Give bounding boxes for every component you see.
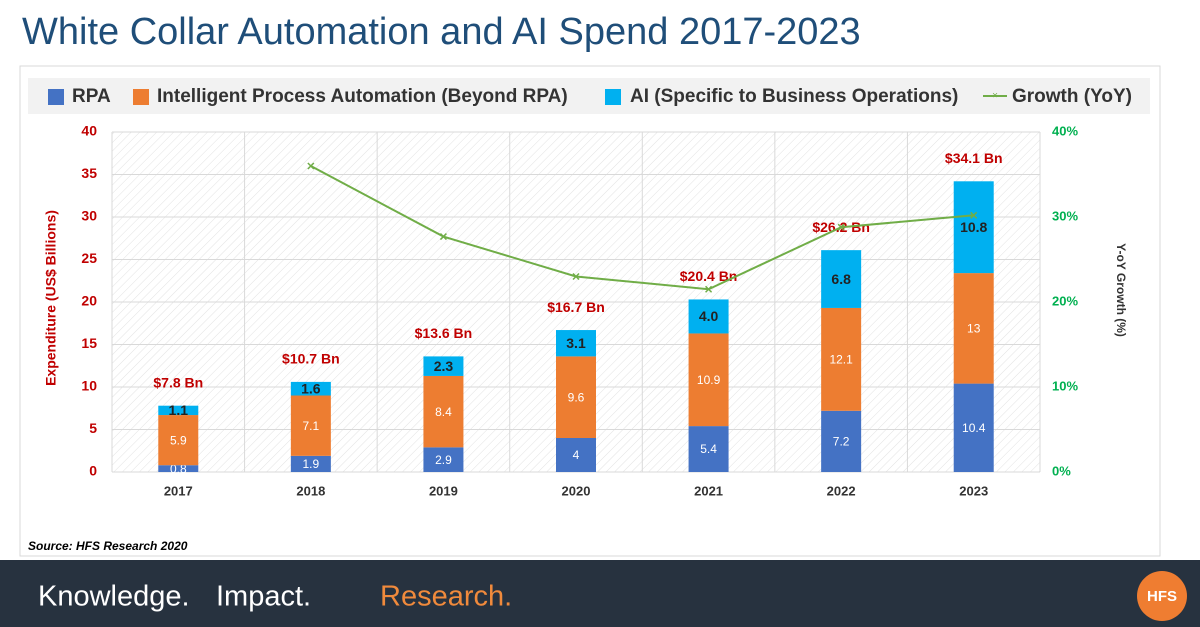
bar-segment: [556, 438, 596, 472]
data-label: 5.4: [700, 442, 717, 456]
y-tick-label: 5: [89, 420, 97, 436]
bar-segment: [158, 465, 199, 472]
source-note: Source: HFS Research 2020: [28, 539, 188, 553]
y2-tick-label: 40%: [1052, 123, 1078, 138]
growth-line: [310, 165, 974, 291]
chart-title: White Collar Automation and AI Spend 201…: [22, 11, 861, 53]
data-label: 2.3: [434, 358, 454, 374]
legend-swatch: [133, 89, 149, 105]
data-label: 0.8: [170, 462, 187, 476]
growth-marker: [705, 285, 713, 293]
total-label: $13.6 Bn: [415, 325, 473, 341]
x-tick-label: 2018: [296, 483, 325, 498]
growth-marker: [837, 223, 845, 231]
total-label: $7.8 Bn: [153, 374, 203, 390]
logo: [1137, 571, 1187, 621]
bar-segment: [556, 356, 596, 438]
bar-segment: [953, 383, 994, 472]
x-tick-label: 2022: [827, 483, 856, 498]
footer-word: Impact.: [216, 581, 311, 613]
legend-swatch: [605, 89, 621, 105]
legend-marker: ×: [992, 91, 998, 102]
growth-marker: [970, 211, 978, 219]
bar-segment: [290, 381, 331, 396]
bar-segment: [290, 455, 331, 472]
y-tick-label: 40: [81, 123, 97, 139]
y2-tick-label: 20%: [1052, 293, 1078, 308]
bar-segment: [688, 333, 729, 427]
data-label: 12.1: [829, 353, 853, 367]
bar-segment: [821, 410, 862, 472]
growth-marker: [307, 162, 315, 170]
bar-segment: [688, 299, 729, 334]
y2-tick-label: 30%: [1052, 208, 1078, 223]
legend-swatch: [48, 89, 64, 105]
y-tick-label: 15: [81, 335, 97, 351]
bar-segment: [821, 307, 862, 411]
x-tick-label: 2017: [164, 483, 193, 498]
data-label: 7.1: [303, 419, 320, 433]
legend-bg: [28, 78, 1150, 114]
y-tick-label: 0: [89, 463, 97, 479]
bar-segment: [158, 405, 199, 416]
total-label: $16.7 Bn: [547, 299, 605, 315]
legend-label: Growth (YoY): [1012, 86, 1132, 107]
x-tick-label: 2021: [694, 483, 723, 498]
footer-word: Research.: [380, 581, 512, 613]
data-label: 8.4: [435, 405, 452, 419]
y-tick-label: 35: [81, 165, 97, 181]
data-label: 4.0: [699, 308, 719, 324]
data-label: 2.9: [435, 453, 452, 467]
legend-label: RPA: [72, 86, 111, 107]
data-label: 4: [573, 448, 580, 462]
data-label: 10.9: [697, 373, 721, 387]
total-label: $10.7 Bn: [282, 351, 340, 367]
bar-segment: [821, 250, 862, 308]
data-label: 6.8: [831, 271, 851, 287]
x-tick-label: 2019: [429, 483, 458, 498]
data-label: 10.8: [960, 219, 987, 235]
x-tick-label: 2020: [562, 483, 591, 498]
data-label: 1.1: [169, 402, 189, 418]
bar-segment: [423, 447, 464, 472]
bar-segment: [290, 395, 331, 456]
total-label: $34.1 Bn: [945, 150, 1003, 166]
bar-segment: [953, 181, 994, 274]
y-axis-title: Expenditure (US$ Billions): [43, 210, 59, 386]
bar-segment: [158, 415, 199, 466]
data-label: 10.4: [962, 421, 986, 435]
bar-segment: [688, 426, 729, 472]
data-label: 9.6: [568, 390, 585, 404]
data-label: 5.9: [170, 433, 187, 447]
y-tick-label: 20: [81, 293, 97, 309]
legend-label: Intelligent Process Automation (Beyond R…: [157, 86, 568, 107]
data-label: 1.9: [303, 457, 320, 471]
bar-segment: [423, 356, 464, 376]
y-tick-label: 25: [81, 250, 97, 266]
legend-label: AI (Specific to Business Operations): [630, 86, 958, 107]
bar-segment: [953, 273, 994, 384]
y-tick-label: 30: [81, 208, 97, 224]
x-tick-label: 2023: [959, 483, 988, 498]
data-label: 3.1: [566, 335, 586, 351]
bar-segment: [556, 330, 596, 357]
growth-marker: [439, 233, 447, 241]
y-tick-label: 10: [81, 378, 97, 394]
y2-tick-label: 10%: [1052, 378, 1078, 393]
footer-band: [0, 560, 1200, 627]
total-label: $20.4 Bn: [680, 268, 738, 284]
data-label: 7.2: [833, 435, 850, 449]
logo-text: HFS: [1147, 588, 1177, 605]
data-label: 1.6: [301, 380, 321, 396]
data-label: 13: [967, 322, 981, 336]
growth-marker: [572, 272, 580, 281]
y2-tick-label: 0%: [1052, 463, 1071, 478]
bar-segment: [423, 375, 464, 448]
footer-word: Knowledge.: [38, 581, 190, 613]
y2-axis-title: Y-oY Growth (%): [1114, 243, 1128, 337]
